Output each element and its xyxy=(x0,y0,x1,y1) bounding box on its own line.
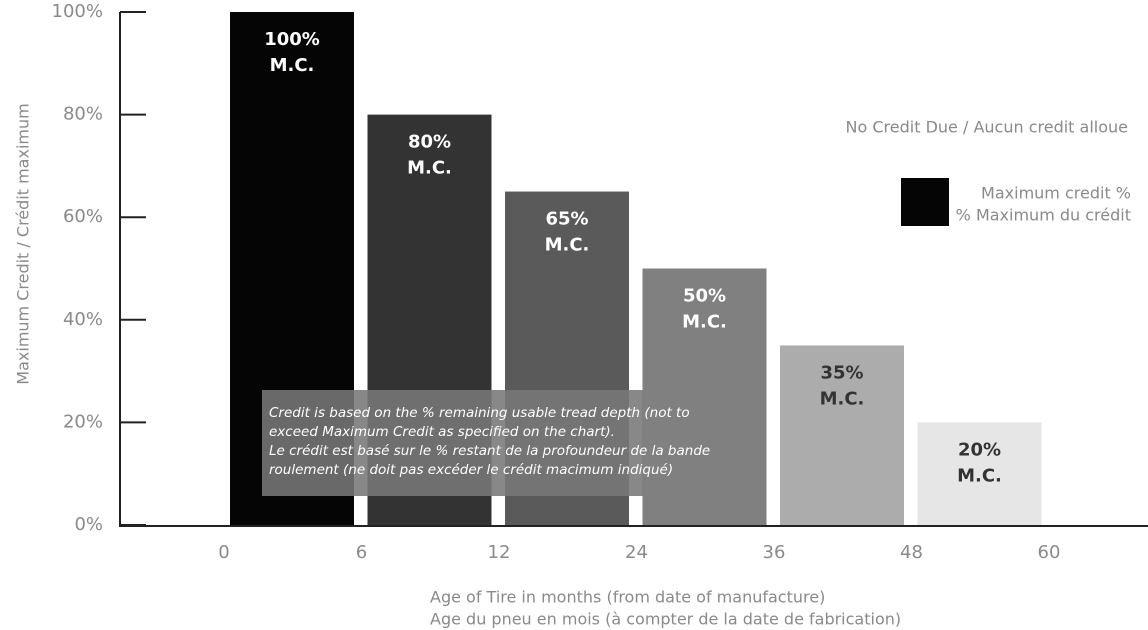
value-label: 20% xyxy=(958,439,1001,460)
value-label-suffix: M.C. xyxy=(545,235,590,256)
note-box xyxy=(262,390,643,496)
no-credit-note: No Credit Due / Aucun credit alloue xyxy=(846,118,1128,137)
value-label: 50% xyxy=(683,286,726,307)
value-label: 65% xyxy=(545,209,588,230)
note-text: Credit is based on the % remaining usabl… xyxy=(269,405,690,421)
value-label: 80% xyxy=(408,132,451,153)
x-axis-title: Age of Tire in months (from date of manu… xyxy=(430,588,825,607)
value-label-suffix: M.C. xyxy=(270,55,315,76)
y-tick-label: 80% xyxy=(63,104,103,125)
x-tick-label: 12 xyxy=(488,542,511,563)
bar xyxy=(917,422,1042,525)
value-label: 35% xyxy=(820,362,863,383)
value-label-suffix: M.C. xyxy=(682,312,727,333)
x-tick-label: 24 xyxy=(625,542,648,563)
y-tick-label: 0% xyxy=(74,514,103,535)
y-tick-label: 100% xyxy=(52,1,103,22)
bar xyxy=(780,345,904,525)
note-text: roulement (ne doit pas excéder le crédit… xyxy=(269,462,673,478)
x-tick-label: 48 xyxy=(900,542,923,563)
bar xyxy=(642,268,767,525)
x-tick-label: 60 xyxy=(1038,542,1061,563)
note-text: exceed Maximum Credit as specified on th… xyxy=(269,424,615,440)
x-tick-label: 0 xyxy=(218,542,229,563)
y-tick-label: 60% xyxy=(63,206,103,227)
x-tick-label: 6 xyxy=(356,542,367,563)
x-axis-title: Age du pneu en mois (à compter de la dat… xyxy=(430,610,901,629)
legend-label: Maximum credit % xyxy=(981,184,1131,203)
note-text: Le crédit est basé sur le % restant de l… xyxy=(269,443,710,459)
x-tick-label: 36 xyxy=(763,542,786,563)
value-label-suffix: M.C. xyxy=(407,158,452,179)
legend-label: % Maximum du crédit xyxy=(956,206,1131,225)
y-tick-label: 20% xyxy=(63,411,103,432)
value-label-suffix: M.C. xyxy=(957,465,1002,486)
legend-swatch xyxy=(901,178,949,226)
y-tick-label: 40% xyxy=(63,309,103,330)
y-axis-title: Maximum Credit / Crédit maximum xyxy=(14,103,33,384)
value-label: 100% xyxy=(264,29,320,50)
value-label-suffix: M.C. xyxy=(820,388,865,409)
